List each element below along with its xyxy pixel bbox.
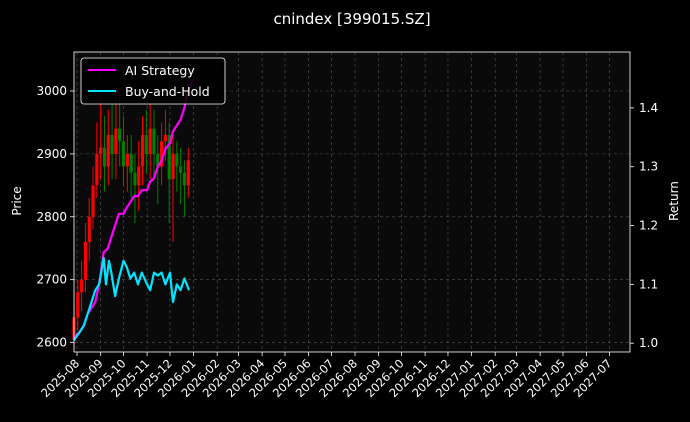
candle-body-24 [163, 135, 167, 142]
candle-body-9 [106, 135, 110, 167]
y-axis-label-right: Return [667, 181, 681, 221]
legend-label-buy-and-hold: Buy-and-Hold [125, 84, 210, 99]
y-left-tick-label-3: 2900 [36, 147, 67, 161]
y-right-tick-label-4: 1.4 [639, 101, 658, 115]
candle-body-2 [80, 279, 84, 293]
y-left-tick-label-0: 2600 [36, 336, 67, 350]
candle-body-1 [76, 292, 80, 318]
y-right-tick-label-1: 1.1 [639, 277, 658, 291]
candle-body-7 [99, 147, 103, 154]
series-line-ai-strategy [73, 78, 195, 339]
candle-body-20 [148, 128, 152, 154]
candle-body-3 [83, 241, 88, 280]
candle-body-8 [102, 147, 107, 167]
candle-body-12 [118, 128, 122, 142]
candle-body-17 [137, 166, 141, 186]
candle-body-13 [121, 141, 126, 167]
y-left-tick-label-4: 3000 [36, 84, 67, 98]
series-line-buy-and-hold [73, 256, 191, 341]
candle-body-10 [110, 135, 114, 154]
candle-body-28 [179, 166, 183, 173]
y-right-tick-label-3: 1.3 [639, 160, 658, 174]
y-right-tick-label-2: 1.2 [639, 219, 658, 233]
candle-body-30 [186, 160, 190, 186]
candle-body-6 [95, 153, 99, 186]
y-axis-label-left: Price [10, 186, 24, 215]
y-right-tick-label-0: 1.0 [639, 336, 658, 350]
legend: AI Strategy Buy-and-Hold [80, 57, 226, 105]
candle-body-11 [114, 128, 118, 154]
candle-body-5 [91, 185, 95, 217]
plot-frame [73, 51, 631, 353]
candle-body-4 [87, 216, 91, 242]
lines [73, 78, 195, 341]
candles [72, 90, 190, 349]
chart-title: cnindex [399015.SZ] [273, 10, 430, 28]
candle-body-23 [159, 141, 164, 167]
y-left-tick-label-2: 2800 [36, 210, 67, 224]
legend-box [80, 57, 226, 105]
y-left-tick-label-1: 2700 [36, 273, 67, 287]
candle-body-15 [129, 153, 133, 173]
candle-body-14 [125, 153, 129, 167]
candle-body-22 [156, 153, 160, 167]
candle-body-16 [133, 172, 137, 186]
legend-label-ai-strategy: AI Strategy [125, 63, 195, 78]
candle-body-21 [152, 128, 156, 154]
candle-body-29 [182, 172, 187, 186]
candle-body-25 [167, 135, 171, 180]
candle-body-18 [140, 135, 145, 167]
candle-body-26 [171, 153, 175, 180]
candle-body-19 [144, 135, 148, 154]
candle-body-27 [175, 153, 179, 167]
